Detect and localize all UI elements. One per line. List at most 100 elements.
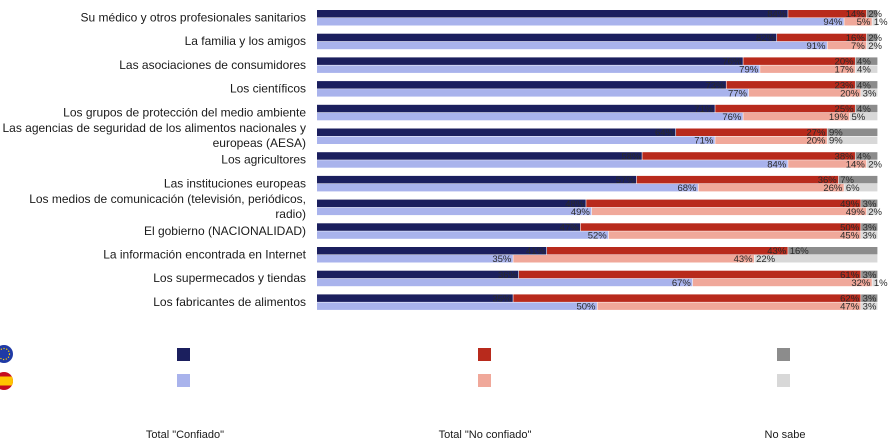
value-label: 25% bbox=[835, 104, 855, 115]
value-label: 57% bbox=[616, 175, 636, 186]
bar-segment bbox=[715, 136, 827, 144]
value-label: 7% bbox=[840, 175, 854, 186]
bar-segment bbox=[317, 294, 513, 302]
bar-segment bbox=[748, 89, 861, 97]
value-label: 64% bbox=[655, 128, 675, 139]
value-label: 3% bbox=[863, 270, 877, 281]
value-label: 38% bbox=[835, 151, 855, 162]
value-label: 45% bbox=[840, 231, 860, 242]
bar-segment bbox=[692, 278, 872, 287]
legend-label-no-confiado: Total "No confiado" bbox=[439, 429, 532, 441]
legend-swatch-confiado-es bbox=[177, 374, 190, 387]
category-label: Las agencias de seguridad de los aliment… bbox=[2, 121, 306, 150]
bar-segment bbox=[317, 89, 749, 97]
value-label: 67% bbox=[672, 278, 692, 289]
bar-segment bbox=[317, 175, 637, 184]
value-label: 20% bbox=[835, 57, 855, 68]
bar-segment bbox=[513, 255, 754, 263]
bar-segment bbox=[861, 199, 878, 208]
bar-segment bbox=[317, 247, 547, 255]
bar-segment bbox=[827, 41, 867, 50]
bar-segment bbox=[861, 294, 878, 302]
bar-segment bbox=[715, 104, 855, 113]
bar-segment bbox=[317, 231, 609, 239]
bar-segment bbox=[861, 270, 878, 279]
bar-segment bbox=[855, 81, 878, 89]
value-label: 58% bbox=[621, 151, 641, 162]
value-label: 94% bbox=[823, 17, 843, 28]
bar-segment bbox=[861, 302, 878, 310]
legend-swatch-noconfiado-es bbox=[478, 374, 491, 387]
bar-segment bbox=[317, 112, 743, 121]
value-label: 20% bbox=[840, 88, 860, 99]
bar-segment bbox=[317, 270, 519, 279]
value-label: 23% bbox=[835, 80, 855, 91]
bar-segment bbox=[849, 112, 878, 121]
bar-segment bbox=[844, 18, 872, 26]
bar-segment bbox=[861, 223, 878, 231]
bar-segment bbox=[317, 152, 642, 160]
bar-segment bbox=[317, 81, 726, 89]
bar-segment bbox=[861, 231, 878, 239]
bar-segment bbox=[317, 183, 698, 192]
value-label: 79% bbox=[739, 65, 759, 76]
category-label: Las instituciones europeas bbox=[164, 176, 306, 190]
category-label: Los medios de comunicación (televisión, … bbox=[29, 192, 306, 221]
value-label: 41% bbox=[526, 246, 546, 257]
bar-segment bbox=[317, 57, 743, 65]
value-label: 4% bbox=[857, 57, 871, 68]
bar-segment bbox=[317, 223, 581, 231]
category-label: El gobierno (NACIONALIDAD) bbox=[144, 224, 306, 238]
value-label: 3% bbox=[863, 294, 877, 305]
bar-segment bbox=[586, 199, 861, 208]
category-label: Su médico y otros profesionales sanitari… bbox=[81, 11, 306, 25]
value-label: 14% bbox=[846, 159, 866, 170]
value-label: 26% bbox=[823, 183, 843, 194]
bar-segment bbox=[872, 278, 878, 287]
value-label: 49% bbox=[840, 199, 860, 210]
value-label: 68% bbox=[677, 183, 697, 194]
value-label: 49% bbox=[846, 207, 866, 218]
value-label: 16% bbox=[790, 246, 810, 257]
value-label: 5% bbox=[857, 17, 871, 28]
legend-swatch-nosabe-es bbox=[777, 374, 790, 387]
bar-segment bbox=[827, 136, 878, 144]
bar-segment bbox=[754, 255, 878, 263]
category-label: Las asociaciones de consumidores bbox=[119, 58, 306, 72]
bar-segment bbox=[788, 10, 867, 18]
value-label: 61% bbox=[840, 270, 860, 281]
value-label: 50% bbox=[576, 302, 596, 313]
value-label: 5% bbox=[851, 112, 865, 123]
bar-segment bbox=[317, 136, 715, 144]
value-label: 7% bbox=[851, 41, 865, 52]
bar-segment bbox=[676, 128, 827, 136]
value-label: 62% bbox=[840, 294, 860, 305]
bar-segment bbox=[743, 57, 855, 65]
value-label: 1% bbox=[874, 278, 888, 289]
bar-segment bbox=[580, 223, 861, 231]
value-label: 3% bbox=[863, 199, 877, 210]
value-label: 3% bbox=[863, 302, 877, 313]
value-label: 71% bbox=[694, 136, 714, 147]
bar-segment bbox=[777, 33, 867, 42]
value-label: 48% bbox=[565, 199, 585, 210]
bar-segment bbox=[866, 33, 878, 42]
bar-segment bbox=[317, 33, 777, 42]
category-label: Los supermecados y tiendas bbox=[153, 271, 306, 285]
bar-segment bbox=[788, 160, 867, 168]
value-label: 9% bbox=[829, 128, 843, 139]
bar-segment bbox=[317, 18, 844, 26]
value-label: 6% bbox=[846, 183, 860, 194]
category-label: Los fabricantes de alimentos bbox=[153, 295, 306, 309]
bar-segment bbox=[855, 65, 878, 73]
value-label: 2% bbox=[868, 33, 882, 44]
bar-segment bbox=[861, 89, 878, 97]
legend-label-no-sabe: No sabe bbox=[765, 429, 806, 441]
value-label: 49% bbox=[571, 207, 591, 218]
value-label: 35% bbox=[492, 254, 512, 265]
value-label: 84% bbox=[767, 9, 787, 20]
category-label: Los científicos bbox=[230, 82, 306, 96]
value-label: 47% bbox=[560, 223, 580, 234]
legend-swatch-confiado-eu bbox=[177, 348, 190, 361]
value-label: 84% bbox=[767, 159, 787, 170]
